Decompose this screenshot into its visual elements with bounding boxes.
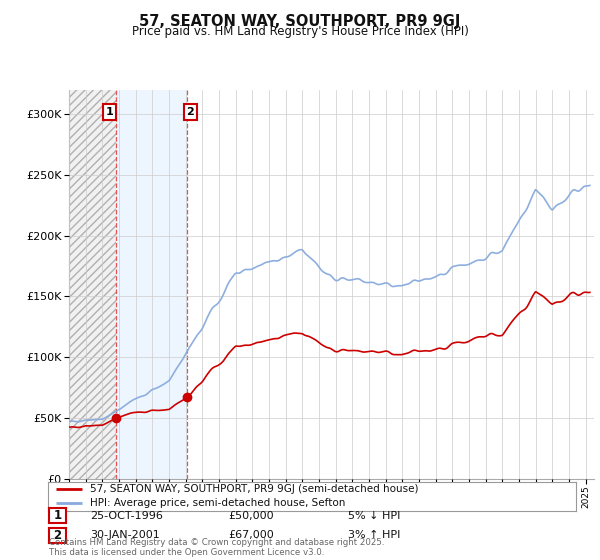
Bar: [69, 90, 116, 479]
Text: 2: 2: [187, 107, 194, 117]
Text: HPI: Average price, semi-detached house, Sefton: HPI: Average price, semi-detached house,…: [90, 498, 346, 508]
Text: 25-OCT-1996: 25-OCT-1996: [90, 511, 163, 521]
Bar: [116, 90, 187, 479]
Text: £67,000: £67,000: [228, 530, 274, 540]
Text: 30-JAN-2001: 30-JAN-2001: [90, 530, 160, 540]
Text: Contains HM Land Registry data © Crown copyright and database right 2025.
This d: Contains HM Land Registry data © Crown c…: [49, 538, 385, 557]
Text: £50,000: £50,000: [228, 511, 274, 521]
Bar: [69, 90, 116, 479]
Text: 1: 1: [106, 107, 113, 117]
Text: 57, SEATON WAY, SOUTHPORT, PR9 9GJ (semi-detached house): 57, SEATON WAY, SOUTHPORT, PR9 9GJ (semi…: [90, 484, 419, 494]
Text: 1: 1: [53, 509, 62, 522]
Text: Price paid vs. HM Land Registry's House Price Index (HPI): Price paid vs. HM Land Registry's House …: [131, 25, 469, 38]
Text: 57, SEATON WAY, SOUTHPORT, PR9 9GJ: 57, SEATON WAY, SOUTHPORT, PR9 9GJ: [139, 14, 461, 29]
Text: 2: 2: [53, 529, 62, 542]
Text: 3% ↑ HPI: 3% ↑ HPI: [348, 530, 400, 540]
Text: 5% ↓ HPI: 5% ↓ HPI: [348, 511, 400, 521]
